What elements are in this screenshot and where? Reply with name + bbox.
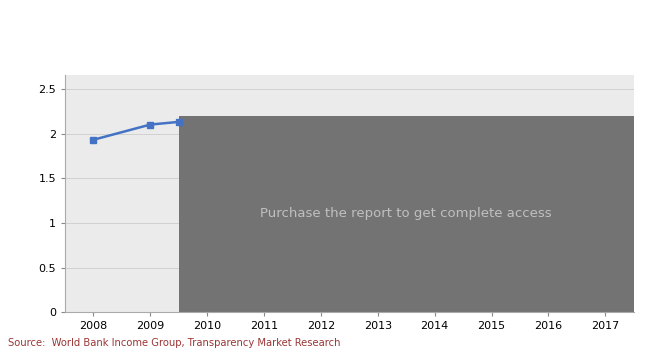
Text: U.S. (USD/HALF GALLON), 2008 - 2017: U.S. (USD/HALF GALLON), 2008 - 2017: [8, 46, 282, 60]
Text: PRICE GAP BETWEEN ORGANIC AND NON-ORGANIC MILK RETAIL PRICING IN THE: PRICE GAP BETWEEN ORGANIC AND NON-ORGANI…: [8, 15, 580, 28]
Text: Purchase the report to get complete access: Purchase the report to get complete acce…: [261, 208, 552, 220]
Bar: [179, 116, 634, 312]
Text: Source:  World Bank Income Group, Transparency Market Research: Source: World Bank Income Group, Transpa…: [8, 338, 341, 348]
